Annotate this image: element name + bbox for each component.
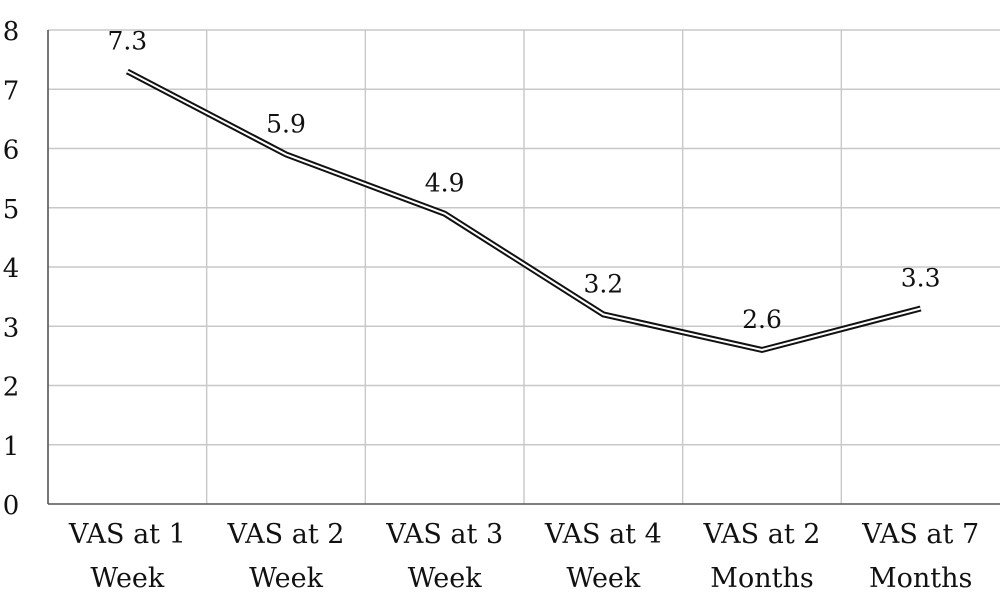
x-tick-label: VAS at 4 Week [544,519,662,594]
y-tick-label: 7 [3,76,20,106]
y-tick-label: 0 [3,491,20,521]
x-tick-label: VAS at 7 Months [861,519,979,594]
axes [47,30,1000,505]
x-axis-ticks: VAS at 1 Week VAS at 2 Week VAS at 3 Week VAS … [68,519,979,594]
grid-lines [48,29,1000,504]
data-label: 2.6 [742,305,782,334]
data-label: 5.9 [266,109,306,138]
y-tick-label: 3 [3,313,20,343]
y-axis-ticks: 0 1 2 3 4 5 6 7 8 [3,17,20,521]
x-tick-label: VAS at 1 Week [68,519,186,594]
x-tick-label: VAS at 2 Week [227,519,345,594]
y-tick-label: 5 [3,195,20,225]
series-line-group [125,68,922,354]
y-tick-label: 6 [3,136,20,166]
data-label: 3.2 [583,269,623,298]
data-label: 3.3 [901,263,941,292]
y-tick-label: 1 [3,432,20,462]
data-labels: 7.3 5.9 4.9 3.2 2.6 3.3 [107,26,940,333]
y-tick-label: 4 [3,254,20,284]
data-label: 4.9 [425,169,465,198]
data-label: 7.3 [107,26,147,55]
x-tick-label: VAS at 3 Week [385,519,503,594]
y-tick-label: 2 [3,373,20,403]
y-tick-label: 8 [3,17,20,47]
x-tick-label: VAS at 2 Months [703,519,821,594]
series-line-inner [126,70,921,351]
